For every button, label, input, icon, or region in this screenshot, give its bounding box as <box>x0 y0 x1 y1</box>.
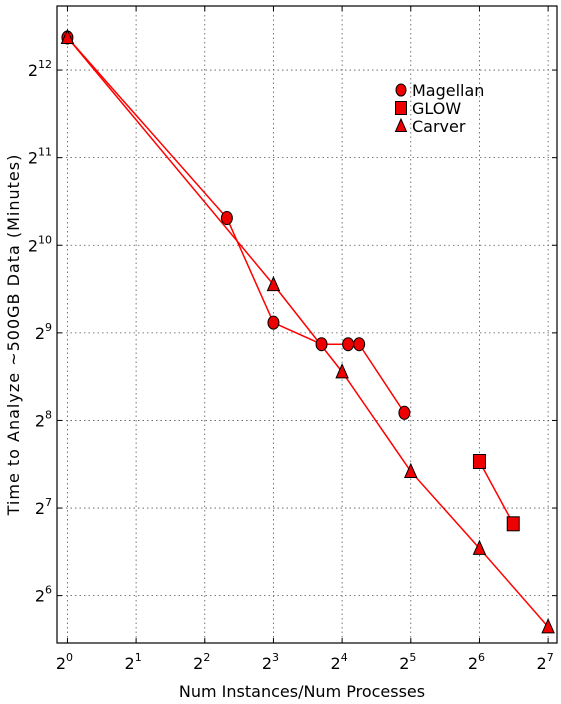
x-tick-exponent: 1 <box>135 651 142 664</box>
magellan-point <box>342 337 355 352</box>
x-tick-exponent: 5 <box>409 651 416 664</box>
x-tick-label: 27 <box>537 651 554 673</box>
series-line-magellan <box>66 36 406 414</box>
y-tick-base: 2 <box>28 61 38 80</box>
magellan-point <box>220 211 233 226</box>
y-tick-exponent: 6 <box>45 584 52 597</box>
x-tick-base: 2 <box>331 654 341 673</box>
x-tick-base: 2 <box>193 654 203 673</box>
y-tick-label: 27 <box>35 496 52 518</box>
x-tick-label: 21 <box>125 651 142 673</box>
y-tick-base: 2 <box>35 587 45 606</box>
x-axis-label: Num Instances/Num Processes <box>179 682 425 701</box>
y-tick-exponent: 10 <box>38 233 52 246</box>
x-tick-label: 22 <box>193 651 210 673</box>
y-tick-base: 2 <box>35 324 45 343</box>
magellan-point <box>398 405 411 420</box>
series-line-carver <box>66 37 549 628</box>
x-tick-base: 2 <box>537 654 547 673</box>
x-tick-base: 2 <box>125 654 135 673</box>
x-tick-base: 2 <box>56 654 66 673</box>
y-tick-exponent: 7 <box>45 496 52 509</box>
series-line-glow <box>478 461 514 525</box>
x-tick-label: 25 <box>399 651 416 673</box>
x-tick-base: 2 <box>399 654 409 673</box>
x-tick-exponent: 7 <box>547 651 554 664</box>
x-tick-base: 2 <box>468 654 478 673</box>
y-tick-base: 2 <box>35 411 45 430</box>
magellan-point <box>315 337 328 352</box>
legend-marker-glow <box>395 101 407 115</box>
y-tick-label: 26 <box>35 584 52 606</box>
legend-marker-magellan <box>395 83 407 97</box>
plot-frame <box>56 5 558 644</box>
y-tick-exponent: 9 <box>45 321 52 334</box>
x-tick-label: 20 <box>56 651 73 673</box>
legend-label-carver: Carver <box>412 117 466 136</box>
legend-label-magellan: Magellan <box>412 81 484 100</box>
x-tick-label: 23 <box>262 651 279 673</box>
y-tick-exponent: 11 <box>38 146 52 159</box>
magellan-point <box>353 337 366 352</box>
carver-point <box>404 462 418 478</box>
x-tick-label: 24 <box>331 651 348 673</box>
carver-point <box>60 28 75 44</box>
carver-point <box>266 275 281 292</box>
glow-point <box>506 516 520 532</box>
y-axis-label: Time to Analyze ~500GB Data (Minutes) <box>4 154 23 517</box>
x-tick-exponent: 0 <box>66 651 73 664</box>
magellan-point <box>267 315 280 330</box>
y-tick-exponent: 8 <box>45 408 52 421</box>
y-tick-label: 29 <box>35 321 52 343</box>
x-tick-base: 2 <box>262 654 272 673</box>
legend-marker-carver <box>394 117 408 132</box>
x-tick-label: 26 <box>468 651 485 673</box>
y-tick-label: 212 <box>28 58 52 80</box>
y-tick-base: 2 <box>28 236 38 255</box>
y-tick-label: 210 <box>28 233 52 255</box>
y-tick-base: 2 <box>28 149 38 168</box>
x-tick-exponent: 6 <box>478 651 485 664</box>
series-layer <box>60 28 555 634</box>
y-tick-exponent: 12 <box>38 58 52 71</box>
carver-point <box>335 363 349 379</box>
y-tick-label: 28 <box>35 408 52 430</box>
x-tick-exponent: 4 <box>341 651 348 664</box>
y-tick-base: 2 <box>35 499 45 518</box>
carver-point <box>472 539 487 555</box>
y-tick-label: 211 <box>28 146 52 168</box>
carver-point <box>541 618 555 634</box>
x-tick-exponent: 2 <box>203 651 210 664</box>
legend-label-glow: GLOW <box>412 99 461 118</box>
glow-point <box>472 454 486 470</box>
x-tick-exponent: 3 <box>272 651 279 664</box>
